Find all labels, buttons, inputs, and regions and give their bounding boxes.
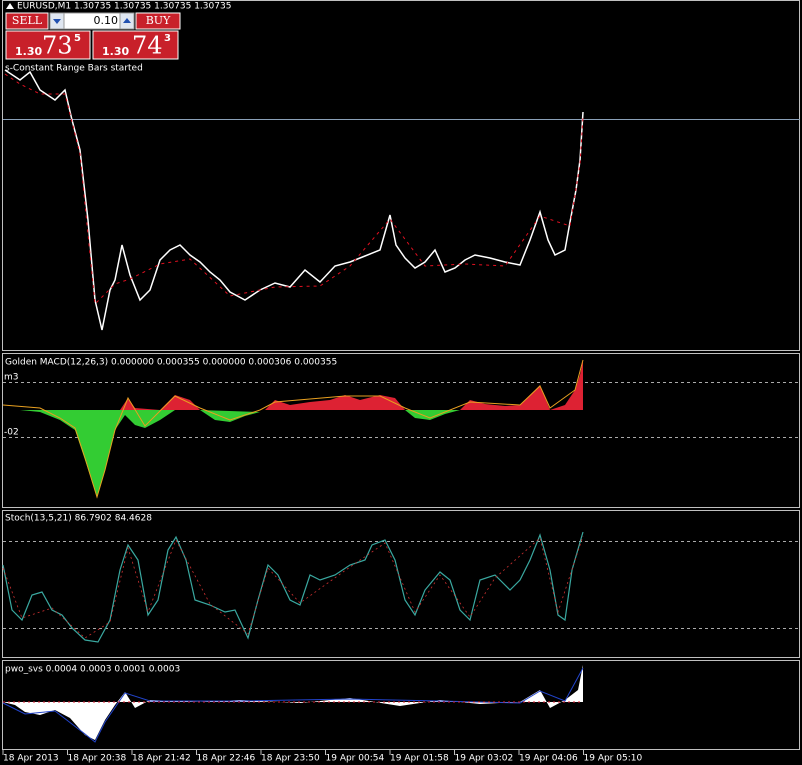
stoch-pane	[2, 510, 800, 658]
bid-main: 73	[42, 32, 73, 60]
lot-value: 0.10	[94, 14, 119, 27]
symbol-info: EURUSD,M1 1.30735 1.30735 1.30735 1.3073…	[17, 2, 231, 12]
level-label: -02	[4, 428, 19, 438]
time-label: 19 Apr 01:58	[390, 754, 449, 764]
macd-pane	[2, 353, 800, 508]
pane-borders	[2, 0, 800, 750]
time-axis: 18 Apr 2013 18 Apr 20:38 18 Apr 21:42 18 Ap…	[2, 750, 643, 764]
time-label: 19 Apr 03:02	[455, 754, 514, 764]
macd-signal	[2, 359, 584, 499]
macd-histogram-negative	[3, 410, 175, 497]
macd-histogram-negative	[200, 410, 260, 422]
time-label: 19 Apr 04:06	[519, 754, 578, 764]
bid-small: 5	[74, 33, 81, 44]
sell-label: SELL	[12, 14, 43, 27]
pwo-title: pwo_svs 0.0004 0.0003 0.0001 0.0003	[5, 665, 180, 675]
bid-box[interactable]	[5, 30, 91, 60]
main-pane	[2, 0, 800, 351]
stoch-title: Stoch(13,5,21) 86.7902 84.4628	[5, 514, 152, 524]
time-label: 18 Apr 23:50	[261, 754, 320, 764]
bid-big: 1.30	[15, 45, 42, 58]
sell-button[interactable]	[5, 12, 49, 30]
buy-label: BUY	[146, 14, 171, 27]
price-series	[4, 69, 584, 331]
collapse-icon[interactable]	[6, 3, 14, 9]
ask-small: 3	[164, 33, 171, 44]
level-label: m3	[4, 373, 19, 383]
price-series-red	[4, 73, 584, 306]
macd-title: Golden MACD(12,26,3) 0.000000 0.000355 0…	[5, 358, 337, 368]
time-label: 18 Apr 21:42	[132, 754, 191, 764]
ask-main: 74	[132, 32, 163, 60]
up-arrow	[123, 18, 131, 23]
status-note: s-Constant Range Bars started	[5, 64, 143, 74]
ask-big: 1.30	[102, 45, 129, 58]
macd-histogram-negative	[405, 410, 460, 420]
time-label: 19 Apr 00:54	[326, 754, 385, 764]
down-arrow	[53, 19, 61, 24]
buy-button[interactable]	[135, 12, 181, 30]
time-label: 18 Apr 20:38	[68, 754, 127, 764]
pwo-line	[2, 667, 584, 743]
macd-histogram-positive	[265, 395, 405, 410]
time-label: 18 Apr 2013	[3, 754, 59, 764]
pwo-pane	[2, 660, 800, 750]
time-label: 18 Apr 22:46	[197, 754, 256, 764]
ask-box[interactable]	[92, 30, 179, 60]
stoch-main	[2, 531, 584, 643]
time-label: 19 Apr 05:10	[584, 754, 643, 764]
macd-histogram-positive	[460, 360, 583, 410]
